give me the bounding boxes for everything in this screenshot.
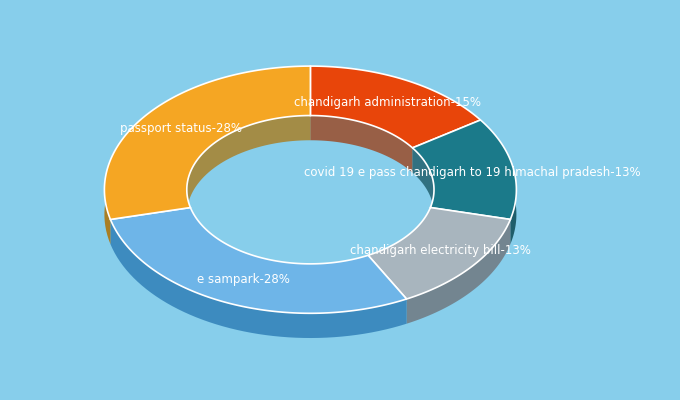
PathPatch shape — [310, 66, 481, 145]
PathPatch shape — [190, 208, 368, 288]
Text: chandigarh electricity bill-13%: chandigarh electricity bill-13% — [350, 244, 530, 257]
Text: e sampark-28%: e sampark-28% — [197, 274, 290, 286]
PathPatch shape — [368, 208, 430, 280]
Text: chandigarh administration-15%: chandigarh administration-15% — [294, 96, 481, 109]
PathPatch shape — [310, 66, 481, 148]
PathPatch shape — [105, 66, 310, 220]
PathPatch shape — [187, 116, 310, 232]
PathPatch shape — [413, 148, 434, 232]
Text: passport status-28%: passport status-28% — [120, 122, 241, 135]
PathPatch shape — [110, 208, 407, 313]
PathPatch shape — [413, 120, 516, 220]
PathPatch shape — [407, 220, 511, 324]
PathPatch shape — [310, 116, 413, 172]
PathPatch shape — [110, 220, 407, 338]
PathPatch shape — [105, 66, 310, 244]
Text: covid 19 e pass chandigarh to 19 himachal pradesh-13%: covid 19 e pass chandigarh to 19 himacha… — [304, 166, 641, 179]
PathPatch shape — [368, 208, 511, 299]
PathPatch shape — [481, 120, 516, 244]
